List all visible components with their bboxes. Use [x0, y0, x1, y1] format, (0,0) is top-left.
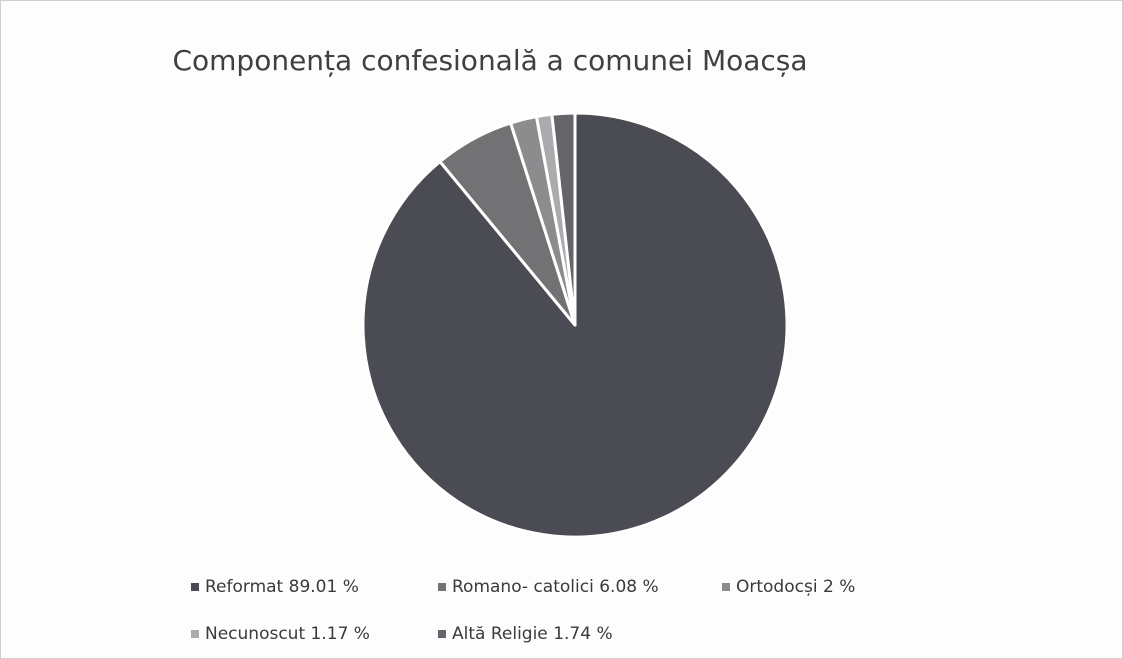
legend-swatch	[191, 630, 199, 638]
pie-slice	[550, 111, 577, 327]
legend-value: 2 %	[823, 577, 855, 597]
legend-name: Ortodocși	[736, 577, 818, 597]
legend-name: Altă Religie	[452, 624, 548, 644]
legend-swatch	[191, 583, 199, 591]
legend-value: 89.01 %	[289, 577, 359, 597]
legend-swatch	[438, 583, 446, 591]
legend-value: 6.08 %	[599, 577, 658, 597]
legend-label: Reformat 89.01 %	[205, 577, 359, 597]
legend-label: Altă Religie 1.74 %	[452, 624, 613, 644]
legend-value: 1.74 %	[553, 624, 612, 644]
legend-name: Reformat	[205, 577, 284, 597]
legend-label: Necunoscut 1.17 %	[205, 624, 370, 644]
legend-label: Ortodocși 2 %	[736, 577, 855, 597]
legend-name: Romano- catolici	[452, 577, 594, 597]
legend-value: 1.17 %	[311, 624, 370, 644]
legend-swatch	[722, 583, 730, 591]
legend-label: Romano- catolici 6.08 %	[452, 577, 659, 597]
legend-swatch	[438, 630, 446, 638]
legend-name: Necunoscut	[205, 624, 305, 644]
chart-title: Componența confesională a comunei Moacșa	[172, 44, 807, 77]
